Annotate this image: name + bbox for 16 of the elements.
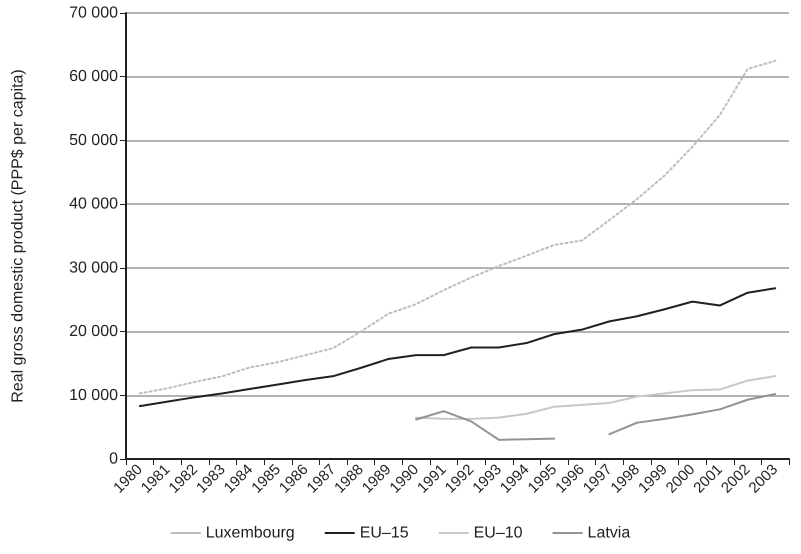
y-axis-title: Real gross domestic product (PPP$ per capita) <box>10 69 26 403</box>
legend-label: EU–10 <box>474 524 523 542</box>
y-tick-label: 40 000 <box>69 196 118 213</box>
y-tick-label: 70 000 <box>69 4 118 22</box>
line-series <box>138 60 776 394</box>
y-tick-label: 20 000 <box>69 323 118 340</box>
y-tick-label: 50 000 <box>69 132 118 149</box>
y-tick-label: 10 000 <box>69 386 118 404</box>
legend-label: Latvia <box>588 524 630 542</box>
y-tick-label: 30 000 <box>69 259 118 276</box>
y-tick-label: 0 <box>109 450 118 468</box>
line-series <box>415 375 776 420</box>
legend-label: EU–15 <box>360 524 409 542</box>
y-tick-label: 60 000 <box>69 68 118 86</box>
line-series <box>138 287 776 408</box>
legend-label: Luxembourg <box>206 524 295 542</box>
